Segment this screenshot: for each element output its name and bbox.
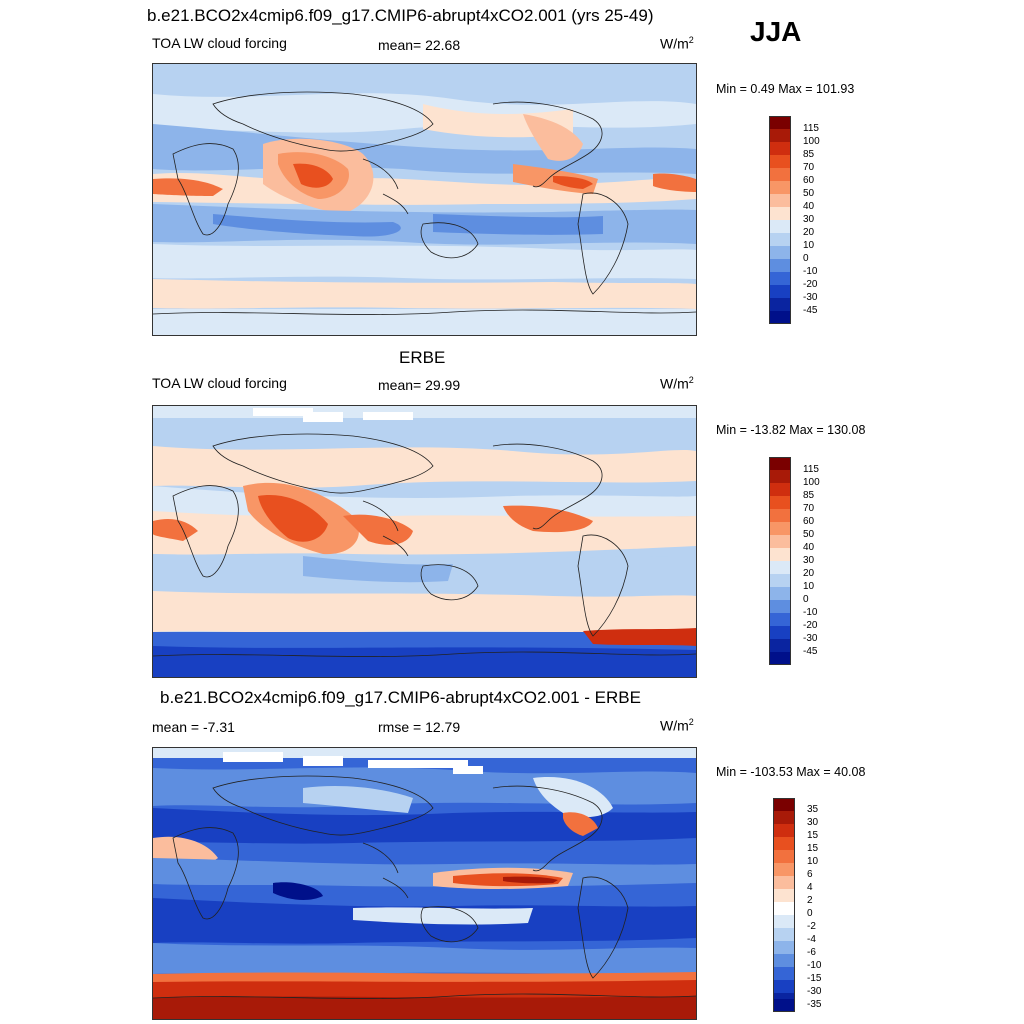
panel1-title: b.e21.BCO2x4cmip6.f09_g17.CMIP6-abrupt4x… — [147, 6, 654, 25]
colorbar-tick-label: 10 — [803, 240, 815, 251]
colorbar-tick-label: 15 — [807, 843, 819, 854]
colorbar-tick-label: 50 — [803, 188, 815, 199]
panel3-rmse-label: rmse = 12.79 — [378, 719, 461, 735]
colorbar-tick-label: 70 — [803, 162, 815, 173]
colorbar-tick-label: 115 — [803, 123, 819, 134]
colorbar-tick-label: 0 — [803, 253, 809, 264]
colorbar-tick-label: -30 — [803, 633, 818, 644]
colorbar-tick-label: -10 — [807, 960, 822, 971]
colorbar-tick-label: -30 — [803, 292, 818, 303]
panel1-variable-label: TOA LW cloud forcing — [152, 35, 287, 51]
panel3-title: b.e21.BCO2x4cmip6.f09_g17.CMIP6-abrupt4x… — [160, 688, 641, 707]
panel3-map — [152, 747, 697, 1020]
panel1-contour-field — [153, 64, 696, 335]
colorbar-tick-label: -4 — [807, 934, 816, 945]
colorbar-tick-label: 30 — [803, 214, 815, 225]
colorbar-tick-label: 40 — [803, 542, 815, 553]
panel1-colorbar: 115 100 85 70 60 50 40 30 20 10 0 -10 -2… — [769, 116, 839, 328]
colorbar-tick-label: 20 — [803, 568, 815, 579]
colorbar-tick-label: 85 — [803, 490, 815, 501]
colorbar-tick-label: 30 — [803, 555, 815, 566]
colorbar-tick-label: 6 — [807, 869, 813, 880]
colorbar-tick-label: -35 — [807, 999, 822, 1010]
colorbar-tick-label: 100 — [803, 477, 820, 488]
colorbar-tick-label: -10 — [803, 607, 818, 618]
colorbar-tick-label: 115 — [803, 464, 819, 475]
panel2-contour-field — [153, 406, 696, 677]
panel3-contour-field — [153, 748, 696, 1019]
panel3-colorbar: 35 30 15 15 10 6 4 2 0 -2 -4 -6 -10 -15 … — [773, 798, 843, 1016]
colorbar-tick-label: 15 — [807, 830, 819, 841]
panel1-map — [152, 63, 697, 336]
colorbar-tick-label: 60 — [803, 516, 815, 527]
panel2-variable-label: TOA LW cloud forcing — [152, 375, 287, 391]
panel1-minmax: Min = 0.49 Max = 101.93 — [716, 82, 855, 96]
panel1-units-label: W/m2 — [660, 35, 694, 52]
colorbar-tick-label: 2 — [807, 895, 813, 906]
panel3-units-label: W/m2 — [660, 717, 694, 734]
panel2-mean-label: mean= 29.99 — [378, 377, 461, 393]
colorbar-tick-label: -2 — [807, 921, 816, 932]
panel2-minmax: Min = -13.82 Max = 130.08 — [716, 423, 866, 437]
panel2-colorbar: 115 100 85 70 60 50 40 30 20 10 0 -10 -2… — [769, 457, 839, 669]
colorbar-tick-label: 60 — [803, 175, 815, 186]
panel2-units-label: W/m2 — [660, 375, 694, 392]
colorbar-tick-label: 100 — [803, 136, 820, 147]
colorbar-tick-label: 20 — [803, 227, 815, 238]
panel2-title: ERBE — [399, 348, 446, 367]
colorbar-tick-label: -45 — [803, 646, 818, 657]
colorbar-tick-label: 85 — [803, 149, 815, 160]
colorbar-tick-label: 30 — [807, 817, 819, 828]
colorbar-tick-label: 35 — [807, 804, 819, 815]
colorbar-tick-label: 4 — [807, 882, 813, 893]
colorbar-tick-label: 0 — [803, 594, 809, 605]
panel3-mean-label: mean = -7.31 — [152, 719, 235, 735]
colorbar-tick-label: -20 — [803, 620, 818, 631]
panel1-mean-label: mean= 22.68 — [378, 37, 461, 53]
colorbar-tick-label: -6 — [807, 947, 816, 958]
colorbar-tick-label: 10 — [807, 856, 819, 867]
season-label: JJA — [750, 16, 802, 47]
colorbar-tick-label: 10 — [803, 581, 815, 592]
colorbar-tick-label: -45 — [803, 305, 818, 316]
colorbar-tick-label: -30 — [807, 986, 822, 997]
colorbar-tick-label: -15 — [807, 973, 822, 984]
colorbar-tick-label: 70 — [803, 503, 815, 514]
colorbar-tick-label: 50 — [803, 529, 815, 540]
panel2-map — [152, 405, 697, 678]
colorbar-tick-label: 0 — [807, 908, 813, 919]
panel3-minmax: Min = -103.53 Max = 40.08 — [716, 765, 866, 779]
colorbar-tick-label: 40 — [803, 201, 815, 212]
colorbar-tick-label: -10 — [803, 266, 818, 277]
colorbar-tick-label: -20 — [803, 279, 818, 290]
